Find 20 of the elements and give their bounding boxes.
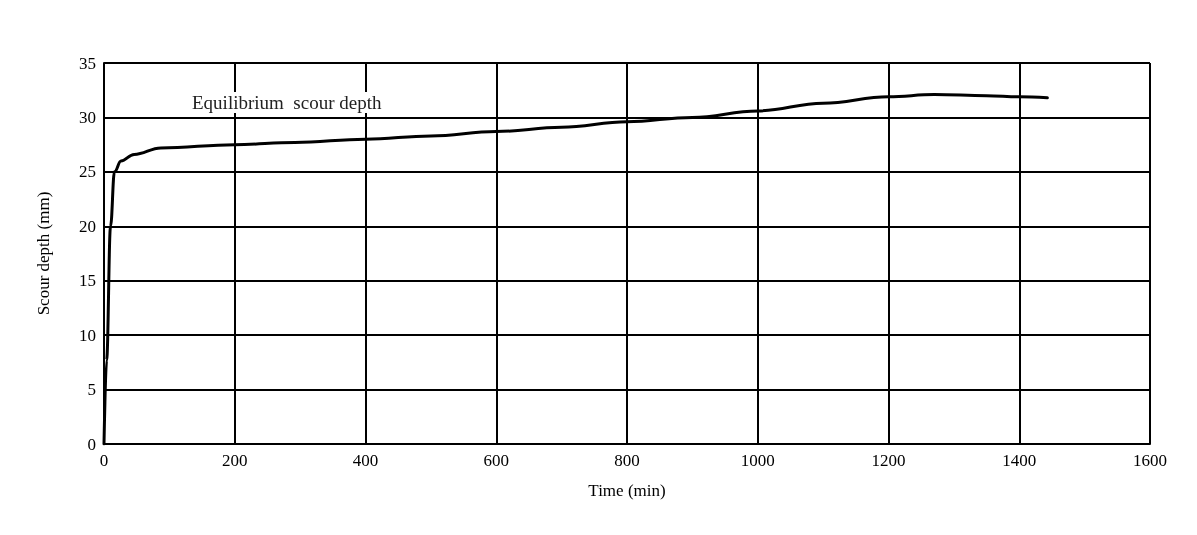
y-tick-label: 35 [79, 53, 96, 73]
x-tick-label: 600 [483, 451, 509, 470]
y-tick-label: 25 [79, 162, 96, 182]
y-axis-title: Scour depth (mm) [34, 191, 53, 316]
x-tick-label: 1600 [1133, 451, 1167, 470]
y-tick-label: 0 [87, 434, 96, 454]
x-tick-label: 1200 [871, 451, 906, 470]
y-tick-label: 15 [79, 271, 96, 291]
x-tick-label: 800 [614, 451, 640, 470]
x-tick-label: 200 [222, 451, 248, 470]
y-tick-label: 20 [79, 216, 96, 236]
y-tick-label: 10 [79, 325, 96, 345]
y-tick-label: 30 [79, 107, 96, 127]
annotation: Equilibrium scour depth [192, 92, 382, 113]
x-tick-label: 1400 [1002, 451, 1037, 470]
x-tick-label: 0 [99, 451, 109, 470]
x-tick-label: 400 [352, 451, 379, 470]
x-axis-title: Time (min) [588, 481, 666, 500]
y-tick-label: 5 [87, 380, 96, 400]
x-tick-label: 1000 [740, 451, 775, 470]
